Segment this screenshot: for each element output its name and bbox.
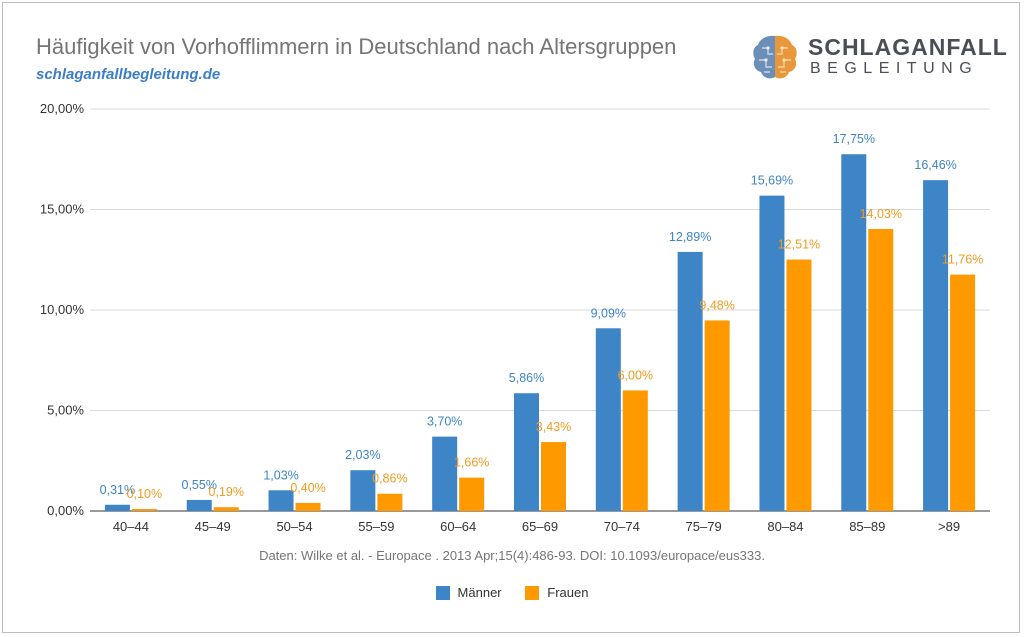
x-tick-label: 50–54 [276,519,312,534]
data-label-women: 11,76% [942,253,983,267]
bar-men [841,154,867,511]
data-label-men: 17,75% [833,132,875,146]
legend-item-men: Männer [435,585,502,600]
bar-women [704,320,730,511]
bar-women [131,508,157,511]
legend-label-women: Frauen [547,585,589,600]
data-label-men: 2,03% [345,448,380,462]
y-tick-label: 0,00% [47,503,84,518]
chart-subtitle: schlaganfallbegleitung.de [36,66,221,83]
bar-men [514,393,539,511]
bar-men [677,251,703,511]
data-label-men: 5,86% [509,371,544,385]
bar-men [350,470,376,511]
data-label-men: 12,89% [669,230,711,244]
data-label-women: 6,00% [618,368,653,382]
data-label-women: 0,40% [290,481,325,495]
data-label-men: 9,09% [591,306,626,320]
x-tick-label: 85–89 [849,519,885,534]
bar-chart: 0,00% 5,00% 10,00% 15,00% 20,00% 0,31%0,10% 40… [40,101,990,534]
data-label-men: 16,46% [914,158,956,172]
bar-women [950,274,976,511]
bar-women [622,390,648,511]
data-label-men: 1,03% [263,468,298,482]
x-tick-label: 40–44 [113,519,149,534]
y-tick-label: 20,00% [40,101,85,116]
y-tick-label: 5,00% [47,403,84,418]
y-tick-label: 10,00% [40,302,85,317]
bar-men [923,180,949,512]
bar-women [213,507,239,511]
legend-label-men: Männer [457,585,502,600]
legend-swatch-men [435,585,450,600]
data-label-men: 0,31% [100,483,135,497]
x-tick-label: 80–84 [767,519,803,534]
bar-women [868,228,894,511]
bar-men [268,490,294,511]
data-label-men: 0,55% [182,478,217,492]
bar-men [432,436,458,511]
logo-name: SCHLAGANFALL [808,34,1008,60]
data-source: Daten: Wilke et al. - Europace . 2013 Ap… [259,548,765,563]
bar-men [595,328,621,511]
logo-tagline: BEGLEITUNG [810,60,979,77]
x-tick-label: 75–79 [686,519,722,534]
x-tick-label: 55–59 [358,519,394,534]
data-label-women: 3,43% [536,420,571,434]
data-label-women: 0,86% [372,472,407,486]
data-label-women: 12,51% [778,238,820,252]
bar-women [541,442,566,511]
brain-icon [753,35,797,79]
data-label-men: 15,69% [751,174,793,188]
chart-title: Häufigkeit von Vorhofflimmern in Deutsch… [36,34,677,59]
bar-men [759,195,785,512]
data-label-women: 0,19% [209,485,244,499]
bar-men [104,504,130,511]
y-tick-label: 15,00% [40,202,85,217]
bar-men [186,499,212,511]
bar-women [377,493,403,511]
legend: Männer Frauen [0,585,1024,603]
logo: SCHLAGANFALL BEGLEITUNG [748,30,1007,84]
x-tick-label: 65–69 [522,519,558,534]
bar-women [295,502,321,511]
bar-women [459,477,485,511]
x-tick-label: >89 [938,519,960,534]
x-tick-label: 45–49 [195,519,231,534]
bar-women [786,259,812,511]
data-label-women: 1,66% [454,456,489,470]
data-label-women: 0,10% [127,487,162,501]
x-tick-label: 70–74 [604,519,640,534]
data-label-men: 3,70% [427,415,462,429]
data-label-women: 14,03% [860,207,902,221]
legend-item-women: Frauen [525,585,588,600]
legend-swatch-women [525,585,540,600]
x-tick-label: 60–64 [440,519,476,534]
data-label-women: 9,48% [699,298,734,312]
